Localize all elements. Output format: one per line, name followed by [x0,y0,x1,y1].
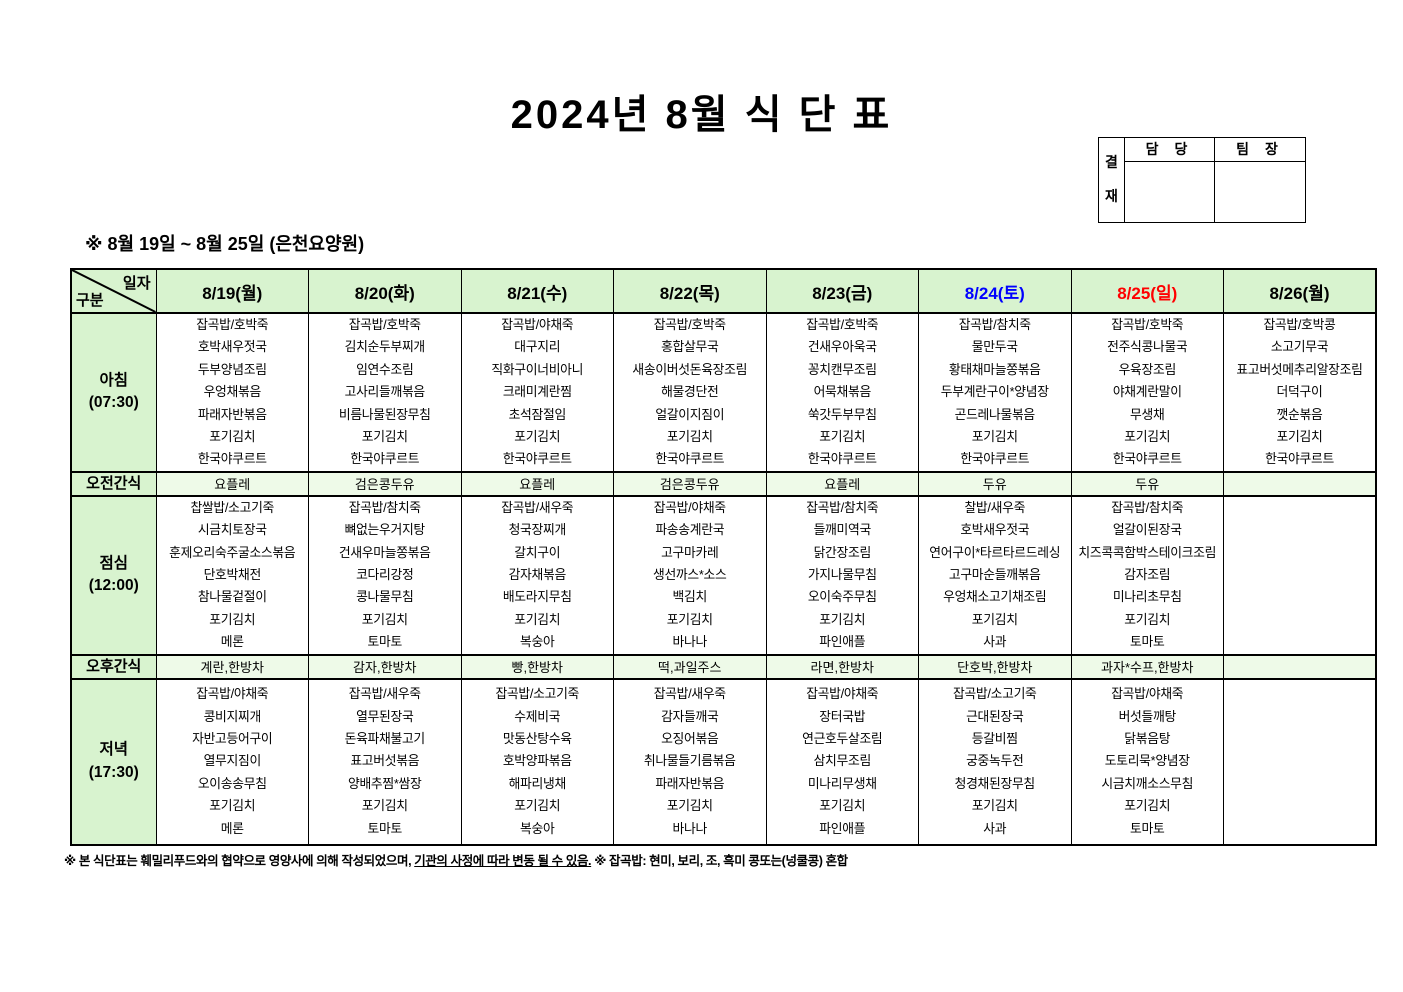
header-row: 일자 구분 8/19(월) 8/20(화) 8/21(수) 8/22(목) 8/… [70,268,1377,314]
breakfast-label: 아침 [99,371,129,389]
menu-cell-dinner-4: 잡곡밥/야채죽 장터국밥 연근호두살조림 삼치무조림 미나리무생채 포기김치 파… [765,678,919,846]
date-header-sat-24: 8/24(토) [918,268,1072,314]
menu-cell-dinner-7 [1223,678,1377,846]
menu-cell-lunch-2: 잡곡밥/새우죽 청국장찌개 갈치구이 감자채볶음 배도라지무침 포기김치 복숭아 [460,495,614,656]
page-title: 2024년 8월 식 단 표 [510,93,893,137]
snack-cell-pm-7 [1223,653,1377,680]
row-label-breakfast: 아침 (07:30) [70,312,157,473]
row-label-pm-snack: 오후간식 [70,653,157,680]
am-snack-row: 오전간식 요플레 검은콩두유 요플레 검은콩두유 요플레 두유 두유 [70,470,1377,497]
menu-cell-breakfast-2: 잡곡밥/야채죽 대구지리 직화구이너비아니 크래미계란찜 초석잠절임 포기김치 … [460,312,614,473]
snack-cell-pm-2: 빵,한방차 [460,653,614,680]
footnote-part2: ※ 잡곡밥: 현미, 보리, 조, 흑미 콩또는(넝쿨콩) 혼합 [591,854,848,868]
menu-cell-lunch-4: 잡곡밥/참치죽 들깨미역국 닭간장조림 가지나물무침 오이숙주무침 포기김치 파… [765,495,919,656]
row-label-am-snack: 오전간식 [70,470,157,497]
menu-cell-lunch-5: 찰밥/새우죽 호박새우젓국 연어구이*타르타르드레싱 고구마순들깨볶음 우엉채소… [918,495,1072,656]
approval-grid: 담 당 팀 장 [1125,138,1305,222]
approval-header-manager: 담 당 [1125,138,1215,162]
snack-cell-am-2: 요플레 [460,470,614,497]
snack-cell-am-7 [1223,470,1377,497]
menu-cell-dinner-3: 잡곡밥/새우죽 감자들깨국 오징어볶음 취나물들기름볶음 파래자반볶음 포기김치… [613,678,767,846]
snack-cell-am-1: 검은콩두유 [308,470,462,497]
menu-cell-dinner-5: 잡곡밥/소고기죽 근대된장국 등갈비찜 궁중녹두전 청경채된장무침 포기김치 사… [918,678,1072,846]
snack-cell-am-5: 두유 [918,470,1072,497]
menu-cell-dinner-6: 잡곡밥/야채죽 버섯들깨탕 닭볶음탕 도토리묵*양념장 시금치깨소스무침 포기김… [1070,678,1224,846]
footnote: ※ 본 식단표는 훼밀리푸드와의 협약으로 영양사에 의해 작성되었으며, 기관… [64,850,848,869]
pm-snack-row: 오후간식 계란,한방차 감자,한방차 빵,한방차 떡,과일주스 라면,한방차 단… [70,653,1377,680]
approval-box: 결 재 담 당 팀 장 [1098,137,1306,223]
footnote-part1: ※ 본 식단표는 훼밀리푸드와의 협약으로 영양사에 의해 작성되었으며, [64,854,415,868]
menu-cell-breakfast-3: 잡곡밥/호박죽 홍합살무국 새송이버섯돈육장조림 해물경단전 얼갈이지짐이 포기… [613,312,767,473]
menu-cell-dinner-0: 잡곡밥/야채죽 콩비지찌개 자반고등어구이 열무지짐이 오이송송무침 포기김치 … [155,678,309,846]
snack-cell-pm-3: 떡,과일주스 [613,653,767,680]
dinner-label: 저녁 [99,741,129,759]
snack-cell-pm-6: 과자*수프,한방차 [1070,653,1224,680]
date-header-fri-23: 8/23(금) [765,268,919,314]
row-label-lunch: 점심 (12:00) [70,495,157,656]
diagonal-line [72,270,156,312]
approval-header-team-lead: 팀 장 [1215,138,1305,162]
lunch-label: 점심 [99,554,129,572]
date-header-sun-25: 8/25(일) [1070,268,1224,314]
snack-cell-pm-4: 라면,한방차 [765,653,919,680]
corner-cell: 일자 구분 [70,268,157,314]
menu-cell-dinner-2: 잡곡밥/소고기죽 수제비국 맛동산탕수육 호박양파볶음 해파리냉채 포기김치 복… [460,678,614,846]
menu-cell-breakfast-6: 잡곡밥/호박죽 전주식콩나물국 우육장조림 야채계란말이 무생채 포기김치 한국… [1070,312,1224,473]
breakfast-row: 아침 (07:30) 잡곡밥/호박죽 호박새우젓국 두부양념조림 우엉채볶음 파… [70,312,1377,473]
breakfast-time: (07:30) [88,394,139,412]
date-header-tue-20: 8/20(화) [308,268,462,314]
snack-cell-am-4: 요플레 [765,470,919,497]
menu-cell-lunch-0: 찹쌀밥/소고기죽 시금치토장국 훈제오리숙주굴소스볶음 단호박채전 참나물겉절이… [155,495,309,656]
snack-cell-pm-1: 감자,한방차 [308,653,462,680]
lunch-row: 점심 (12:00) 찹쌀밥/소고기죽 시금치토장국 훈제오리숙주굴소스볶음 단… [70,495,1377,656]
approval-stamp-label: 결 재 [1099,138,1125,222]
corner-label-category: 구분 [76,292,104,309]
menu-cell-breakfast-5: 잡곡밥/참치죽 물만두국 황태채마늘쫑볶음 두부계란구이*양념장 곤드레나물볶음… [918,312,1072,473]
period-note: ※ 8월 19일 ~ 8월 25일 (은천요양원) [85,234,365,254]
approval-signature-cell-manager [1125,162,1215,222]
menu-cell-lunch-3: 잡곡밥/야채죽 파송송계란국 고구마카레 생선까스*소스 백김치 포기김치 바나… [613,495,767,656]
menu-cell-dinner-1: 잡곡밥/새우죽 열무된장국 돈육파채불고기 표고버섯볶음 양배추찜*쌈장 포기김… [308,678,462,846]
menu-cell-lunch-6: 잡곡밥/참치죽 얼갈이된장국 치즈콕콕함박스테이크조림 감자조림 미나리초무침 … [1070,495,1224,656]
menu-cell-breakfast-4: 잡곡밥/호박죽 건새우아욱국 꽁치캔무조림 어묵채볶음 쑥갓두부무침 포기김치 … [765,312,919,473]
date-header-mon-26: 8/26(월) [1223,268,1377,314]
meal-table: 일자 구분 8/19(월) 8/20(화) 8/21(수) 8/22(목) 8/… [70,268,1377,846]
meal-table-wrapper: 일자 구분 8/19(월) 8/20(화) 8/21(수) 8/22(목) 8/… [70,268,1377,846]
snack-cell-pm-5: 단호박,한방차 [918,653,1072,680]
dinner-time: (17:30) [88,763,139,781]
date-header-wed-21: 8/21(수) [460,268,614,314]
menu-cell-breakfast-1: 잡곡밥/호박죽 김치순두부찌개 임연수조림 고사리들깨볶음 비름나물된장무침 포… [308,312,462,473]
date-header-mon-19: 8/19(월) [155,268,309,314]
date-header-thu-22: 8/22(목) [613,268,767,314]
menu-cell-lunch-7 [1223,495,1377,656]
corner-label-date: 일자 [122,275,151,292]
menu-cell-lunch-1: 잡곡밥/참치죽 뼈없는우거지탕 건새우마늘쫑볶음 코다리강정 콩나물무침 포기김… [308,495,462,656]
menu-cell-breakfast-7: 잡곡밥/호박콩 소고기무국 표고버섯메추리알장조림 더덕구이 깻순볶음 포기김치… [1223,312,1377,473]
row-label-dinner: 저녁 (17:30) [70,678,157,846]
approval-signature-cell-team-lead [1215,162,1305,222]
lunch-time: (12:00) [88,577,139,595]
snack-cell-pm-0: 계란,한방차 [155,653,309,680]
dinner-row: 저녁 (17:30) 잡곡밥/야채죽 콩비지찌개 자반고등어구이 열무지짐이 오… [70,678,1377,846]
footnote-underlined: 기관의 사정에 따라 변동 될 수 있음. [414,854,592,868]
snack-cell-am-3: 검은콩두유 [613,470,767,497]
menu-cell-breakfast-0: 잡곡밥/호박죽 호박새우젓국 두부양념조림 우엉채볶음 파래자반볶음 포기김치 … [155,312,309,473]
snack-cell-am-6: 두유 [1070,470,1224,497]
snack-cell-am-0: 요플레 [155,470,309,497]
